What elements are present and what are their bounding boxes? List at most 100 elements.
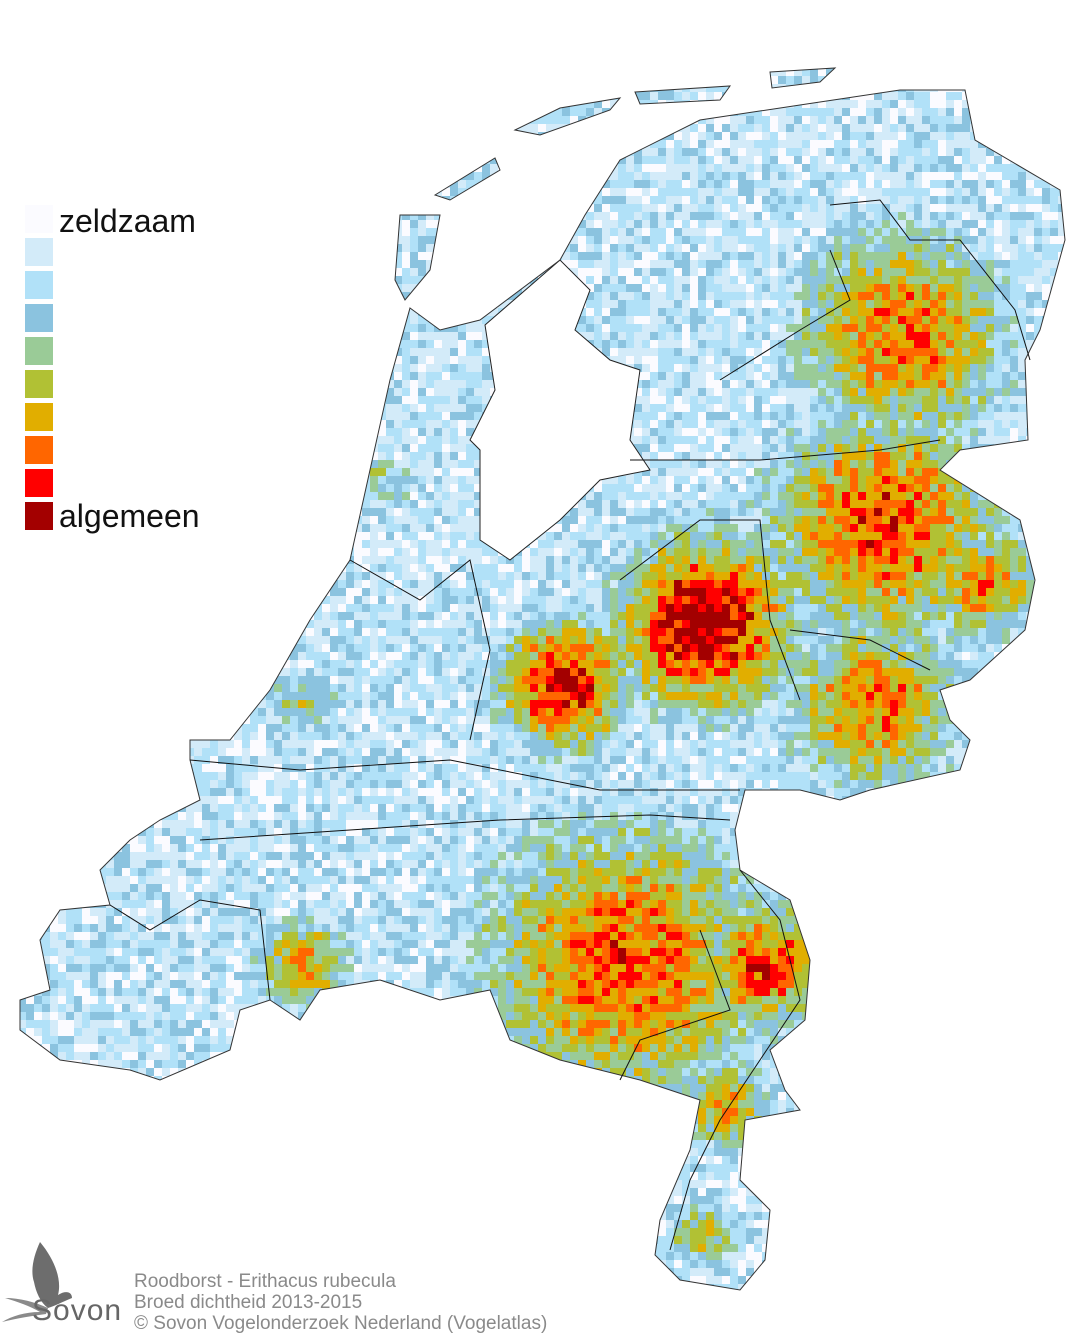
density-cell xyxy=(362,332,370,340)
density-cell xyxy=(674,252,682,260)
density-cell xyxy=(778,300,786,308)
density-cell xyxy=(970,332,978,340)
density-cell xyxy=(562,212,570,220)
density-cell xyxy=(474,308,482,316)
density-cell xyxy=(690,228,698,236)
density-cell xyxy=(586,236,594,244)
density-cell xyxy=(930,132,938,140)
density-cell xyxy=(938,164,946,172)
density-cell xyxy=(522,260,530,268)
density-cell xyxy=(994,244,1002,252)
density-cell xyxy=(306,76,314,84)
density-cell xyxy=(834,316,842,324)
density-cell xyxy=(602,132,610,140)
density-cell xyxy=(426,100,434,108)
density-cell xyxy=(20,140,26,148)
density-cell xyxy=(50,156,58,164)
density-cell xyxy=(66,340,74,348)
density-cell xyxy=(402,196,410,204)
density-cell xyxy=(594,140,602,148)
density-cell xyxy=(322,60,330,68)
density-cell xyxy=(250,340,258,348)
density-cell xyxy=(578,196,586,204)
density-cell xyxy=(458,156,466,164)
density-cell xyxy=(130,324,138,332)
density-cell xyxy=(1018,284,1026,292)
density-cell xyxy=(138,92,146,100)
density-cell xyxy=(34,108,42,116)
density-cell xyxy=(618,356,626,364)
density-cell xyxy=(706,100,714,108)
density-cell xyxy=(914,68,922,76)
density-cell xyxy=(698,132,706,140)
density-cell xyxy=(242,260,250,268)
density-cell xyxy=(210,228,218,236)
density-cell xyxy=(618,124,626,132)
density-cell xyxy=(1010,124,1018,132)
density-cell xyxy=(690,108,698,116)
density-cell xyxy=(226,68,234,76)
density-cell xyxy=(410,276,418,284)
density-cell xyxy=(618,116,626,124)
density-cell xyxy=(210,324,218,332)
density-cell xyxy=(490,76,498,84)
density-cell xyxy=(170,76,178,84)
density-cell xyxy=(954,292,962,300)
density-cell xyxy=(666,172,674,180)
density-cell xyxy=(1026,292,1034,300)
density-cell xyxy=(746,76,754,84)
density-cell xyxy=(202,124,210,132)
density-cell xyxy=(690,196,698,204)
density-cell xyxy=(618,108,626,116)
density-cell xyxy=(10,308,18,316)
density-cell xyxy=(866,60,874,68)
density-cell xyxy=(130,252,138,260)
density-cell xyxy=(946,316,954,324)
density-cell xyxy=(658,60,666,68)
density-cell xyxy=(642,308,650,316)
density-cell xyxy=(674,76,682,84)
density-cell xyxy=(946,68,954,76)
density-cell xyxy=(50,100,58,108)
density-cell xyxy=(594,180,602,188)
density-cell xyxy=(514,196,522,204)
density-cell xyxy=(250,164,258,172)
density-cell xyxy=(714,116,722,124)
density-cell xyxy=(922,180,930,188)
density-cell xyxy=(306,124,314,132)
density-cell xyxy=(850,260,858,268)
density-cell xyxy=(826,260,834,268)
density-cell xyxy=(946,108,954,116)
density-cell xyxy=(802,228,810,236)
density-cell xyxy=(1018,84,1026,92)
density-cell xyxy=(610,228,618,236)
density-cell xyxy=(690,124,698,132)
density-cell xyxy=(522,60,530,68)
density-cell xyxy=(466,76,474,84)
density-cell xyxy=(802,156,810,164)
density-cell xyxy=(346,212,354,220)
density-cell xyxy=(914,228,922,236)
density-cell xyxy=(146,292,154,300)
density-cell xyxy=(138,244,146,252)
density-cell xyxy=(794,276,802,284)
density-cell xyxy=(738,284,746,292)
density-cell xyxy=(90,300,98,308)
density-cell xyxy=(818,172,826,180)
density-cell xyxy=(394,140,402,148)
density-cell xyxy=(394,308,402,316)
density-cell xyxy=(650,276,658,284)
density-cell xyxy=(258,252,266,260)
density-cell xyxy=(282,84,290,92)
density-cell xyxy=(1002,188,1010,196)
density-cell xyxy=(522,100,530,108)
density-cell xyxy=(1018,300,1026,308)
density-cell xyxy=(98,132,106,140)
density-cell xyxy=(1010,100,1018,108)
density-cell xyxy=(74,308,82,316)
density-cell xyxy=(106,164,114,172)
density-cell xyxy=(458,100,466,108)
density-cell xyxy=(98,276,106,284)
density-cell xyxy=(194,148,202,156)
density-cell xyxy=(1042,276,1050,284)
